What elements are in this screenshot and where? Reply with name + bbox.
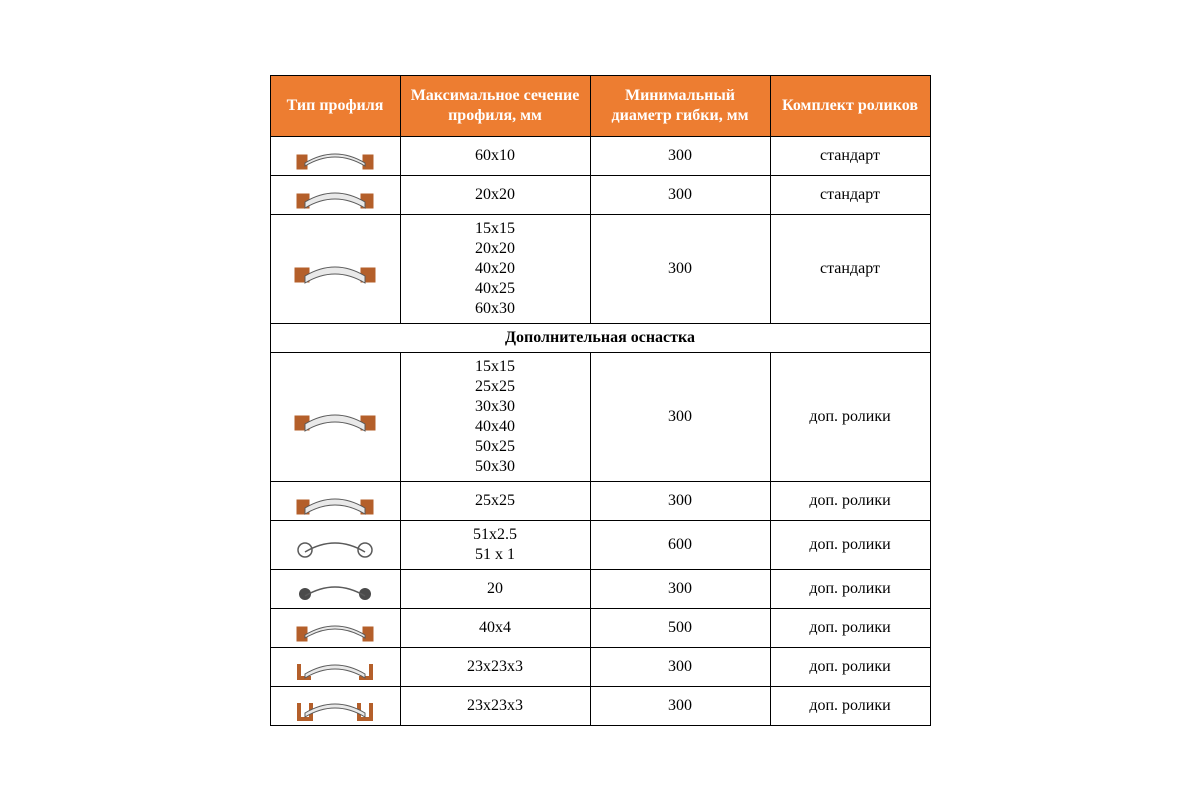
min-diameter-cell: 300	[590, 481, 770, 520]
profile-type-icon	[270, 608, 400, 647]
min-diameter-cell: 300	[590, 175, 770, 214]
header-row: Тип профиля Максимальное сечение профиля…	[270, 75, 930, 136]
section-title: Дополнительная оснастка	[270, 323, 930, 352]
profile-type-icon	[270, 175, 400, 214]
header-roller-kit: Комплект роликов	[770, 75, 930, 136]
profile-type-icon	[270, 647, 400, 686]
min-diameter-cell: 300	[590, 686, 770, 725]
table-row: 20300доп. ролики	[270, 569, 930, 608]
min-diameter-cell: 500	[590, 608, 770, 647]
profile-type-icon	[270, 520, 400, 569]
roller-kit-cell: доп. ролики	[770, 352, 930, 481]
max-section-cell: 15x15 20x20 40x20 40x25 60x30	[400, 214, 590, 323]
max-section-cell: 15x15 25x25 30x30 40x40 50x25 50x30	[400, 352, 590, 481]
profile-type-icon	[270, 136, 400, 175]
table-row: 60x10300стандарт	[270, 136, 930, 175]
page: Тип профиля Максимальное сечение профиля…	[0, 0, 1200, 800]
header-max-section: Максимальное сечение профиля, мм	[400, 75, 590, 136]
table-row: 23x23x3300доп. ролики	[270, 686, 930, 725]
header-min-diameter: Минимальный диаметр гибки, мм	[590, 75, 770, 136]
table-row: 15x15 20x20 40x20 40x25 60x30300стандарт	[270, 214, 930, 323]
table-row: 20x20300стандарт	[270, 175, 930, 214]
max-section-cell: 23x23x3	[400, 647, 590, 686]
max-section-cell: 20	[400, 569, 590, 608]
roller-kit-cell: стандарт	[770, 214, 930, 323]
roller-kit-cell: доп. ролики	[770, 481, 930, 520]
table-row: 40x4500доп. ролики	[270, 608, 930, 647]
max-section-cell: 60x10	[400, 136, 590, 175]
table-body: 60x10300стандарт20x20300стандарт15x15 20…	[270, 136, 930, 725]
min-diameter-cell: 300	[590, 352, 770, 481]
spec-table: Тип профиля Максимальное сечение профиля…	[270, 75, 931, 726]
roller-kit-cell: стандарт	[770, 175, 930, 214]
profile-type-icon	[270, 569, 400, 608]
max-section-cell: 23x23x3	[400, 686, 590, 725]
header-profile-type: Тип профиля	[270, 75, 400, 136]
profile-type-icon	[270, 214, 400, 323]
min-diameter-cell: 300	[590, 136, 770, 175]
table-row: 25x25300доп. ролики	[270, 481, 930, 520]
max-section-cell: 25x25	[400, 481, 590, 520]
section-title-row: Дополнительная оснастка	[270, 323, 930, 352]
table-row: 15x15 25x25 30x30 40x40 50x25 50x30300до…	[270, 352, 930, 481]
min-diameter-cell: 300	[590, 569, 770, 608]
roller-kit-cell: доп. ролики	[770, 647, 930, 686]
max-section-cell: 20x20	[400, 175, 590, 214]
min-diameter-cell: 300	[590, 214, 770, 323]
max-section-cell: 40x4	[400, 608, 590, 647]
max-section-cell: 51x2.5 51 x 1	[400, 520, 590, 569]
roller-kit-cell: доп. ролики	[770, 520, 930, 569]
min-diameter-cell: 600	[590, 520, 770, 569]
roller-kit-cell: доп. ролики	[770, 686, 930, 725]
roller-kit-cell: стандарт	[770, 136, 930, 175]
profile-type-icon	[270, 481, 400, 520]
profile-type-icon	[270, 352, 400, 481]
table-row: 51x2.5 51 x 1600доп. ролики	[270, 520, 930, 569]
table-row: 23x23x3300доп. ролики	[270, 647, 930, 686]
roller-kit-cell: доп. ролики	[770, 608, 930, 647]
profile-type-icon	[270, 686, 400, 725]
min-diameter-cell: 300	[590, 647, 770, 686]
roller-kit-cell: доп. ролики	[770, 569, 930, 608]
